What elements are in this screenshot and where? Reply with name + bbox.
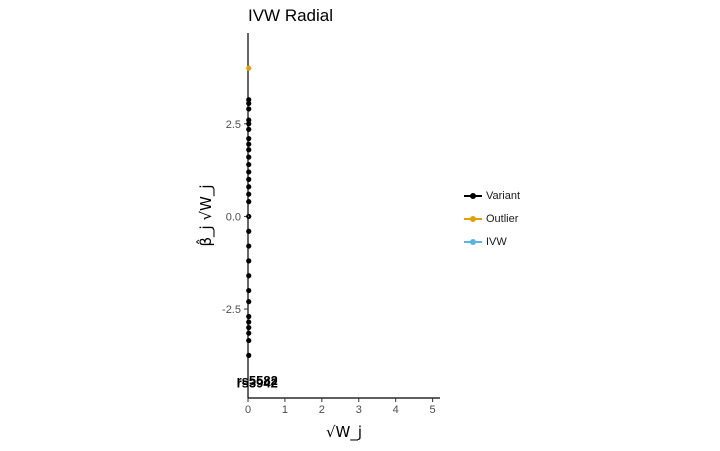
variant-point — [246, 100, 252, 107]
variant-point — [246, 161, 252, 168]
x-tick-label: 0 — [245, 404, 251, 416]
legend-label-variant: Variant — [486, 189, 521, 202]
y-tick-label: -2.5 — [222, 304, 241, 316]
variant-point — [246, 126, 252, 132]
x-tick-label: 4 — [393, 404, 399, 416]
x-tick-label: 2 — [319, 404, 325, 416]
variant-point — [246, 352, 252, 358]
variant-point — [246, 319, 252, 325]
y-tick-label: 2.5 — [226, 119, 241, 131]
variant-point — [246, 121, 252, 127]
x-axis-label: √W_j — [326, 423, 362, 442]
outlier-key-icon — [464, 213, 482, 225]
variant-point — [246, 117, 252, 123]
legend-item-variant: Variant — [464, 184, 520, 207]
variant-point — [246, 184, 252, 190]
variant-point — [246, 330, 252, 336]
variant-point — [246, 243, 252, 249]
variant-key-icon — [464, 190, 482, 202]
variant-point — [246, 228, 252, 234]
y-axis-label: β̂_j √W_j — [195, 184, 216, 246]
x-tick-label: 1 — [282, 404, 288, 416]
variant-point — [246, 106, 252, 112]
variant-point — [246, 273, 252, 279]
y-tick-label: 0.0 — [226, 211, 241, 223]
variant-point — [246, 199, 252, 205]
variant-point — [246, 337, 252, 344]
variant-point — [246, 324, 252, 331]
legend-label-ivw: IVW — [486, 235, 507, 248]
chart-title: IVW Radial — [248, 6, 333, 25]
x-tick-label: 5 — [430, 404, 436, 416]
legend: Variant Outlier IVW — [464, 184, 520, 253]
variant-point — [246, 299, 252, 305]
outlier-point — [246, 65, 252, 71]
variant-point — [246, 141, 252, 147]
variant-point — [246, 147, 252, 153]
variant-point — [246, 136, 252, 142]
variant-point — [246, 191, 252, 197]
variant-point — [246, 169, 252, 175]
variant-point — [246, 176, 252, 182]
variant-point — [246, 258, 252, 264]
x-tick-label: 3 — [356, 404, 362, 416]
variant-point — [246, 313, 252, 320]
point-label: rs3942 — [237, 376, 278, 391]
legend-item-ivw: IVW — [464, 230, 520, 253]
variant-point — [246, 154, 252, 160]
variant-point — [246, 287, 252, 294]
legend-item-outlier: Outlier — [464, 207, 520, 230]
ivw-key-icon — [464, 236, 482, 248]
legend-label-outlier: Outlier — [486, 212, 519, 225]
point-label: rs5582 — [237, 373, 278, 388]
variant-point — [246, 97, 252, 103]
